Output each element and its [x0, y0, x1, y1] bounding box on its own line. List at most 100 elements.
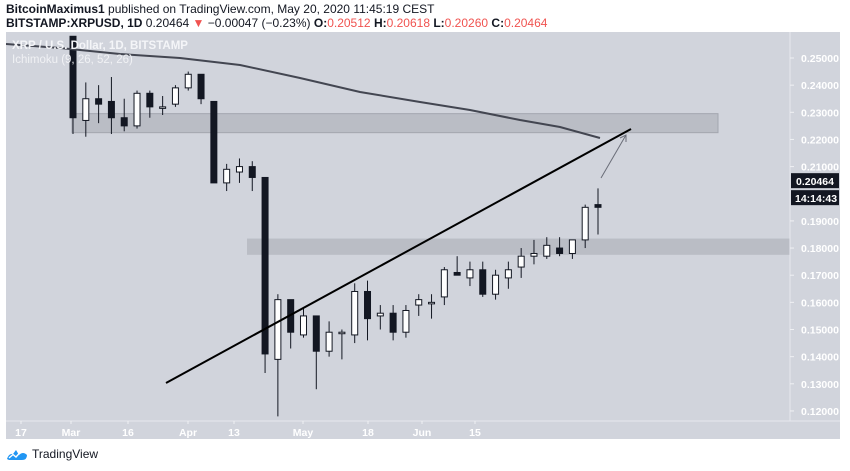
- candle: [325, 321, 333, 357]
- candle: [274, 294, 282, 417]
- zones-layer: [71, 113, 790, 255]
- tradingview-footer: TradingView: [6, 447, 98, 461]
- candle: [171, 85, 179, 107]
- candle: [440, 267, 448, 306]
- time-tick-label: 17: [15, 427, 27, 439]
- low-value: 0.20260: [444, 16, 489, 30]
- time-tick-label: Mar: [62, 427, 81, 439]
- tradingview-logo-icon: [7, 450, 27, 460]
- candle: [299, 307, 307, 338]
- candle: [428, 294, 436, 319]
- price-tick-label: 0.21000: [801, 162, 839, 174]
- publish-info: BitcoinMaximus1 published on TradingView…: [6, 2, 434, 16]
- candle: [402, 305, 410, 338]
- published-text: published on TradingView.com, May 20, 20…: [108, 2, 435, 16]
- moving-average-line: [5, 43, 601, 139]
- resistance-zone: [71, 113, 719, 134]
- chart-pane[interactable]: 0.25000 0.24000 0.23000 0.22000 0.21000 0.190…: [5, 32, 840, 439]
- candle: [530, 239, 538, 265]
- time-tick-label: 16: [122, 427, 134, 439]
- last-price: 0.20464: [145, 16, 190, 30]
- price-tick-label: 0.25000: [801, 53, 839, 65]
- candle: [312, 315, 320, 390]
- candle: [415, 294, 423, 316]
- price-tick-label: 0.19000: [801, 216, 839, 228]
- candle: [107, 77, 115, 135]
- price-tick-label: 0.15000: [801, 325, 839, 337]
- countdown-badge: [791, 190, 839, 206]
- price-tick-label: 0.16000: [801, 297, 839, 309]
- arrow-head-icon: [619, 134, 627, 142]
- author-name: BitcoinMaximus1: [6, 2, 105, 16]
- last-price-badge: [791, 173, 839, 189]
- symbol-ohlc-bar: BITSTAMP:XRPUSD, 1D 0.20464 ▼ −0.00047 (…: [6, 16, 547, 30]
- time-tick-label: 15: [469, 427, 481, 439]
- candle: [364, 280, 372, 341]
- candle: [210, 100, 218, 184]
- support-zone: [247, 238, 790, 255]
- high-label: H:: [373, 16, 387, 30]
- price-tick-label: 0.13000: [801, 379, 839, 391]
- candle: [556, 237, 564, 257]
- indicator-legend[interactable]: Ichimoku (9, 26, 52, 26): [12, 54, 133, 66]
- candle: [248, 161, 256, 192]
- tradingview-brand: TradingView: [32, 447, 99, 461]
- price-tick-label: 0.17000: [801, 270, 839, 282]
- candle: [376, 305, 384, 330]
- series-legend-title: XRP / U.S. Dollar, 1D, BITSTAMP: [12, 40, 188, 52]
- candle: [594, 188, 602, 235]
- price-tick-label: 0.12000: [801, 406, 839, 418]
- price-tick-label: 0.23000: [801, 107, 839, 119]
- candle: [338, 329, 346, 360]
- candle: [504, 261, 512, 289]
- candle: [479, 261, 487, 297]
- candle: [517, 248, 525, 278]
- open-value: 0.20512: [327, 16, 371, 30]
- candle: [581, 204, 589, 249]
- time-tick-label: Apr: [179, 427, 197, 439]
- price-tick-label: 0.22000: [801, 134, 839, 146]
- open-label: O:: [313, 16, 328, 30]
- symbol-label: BITSTAMP:XRPUSD, 1D: [6, 16, 143, 30]
- price-tick-label: 0.14000: [801, 352, 839, 364]
- candle: [466, 261, 474, 287]
- candle: [235, 158, 243, 183]
- price-tick-label: 0.24000: [801, 80, 839, 92]
- candle: [223, 163, 231, 192]
- candle: [95, 85, 103, 124]
- candle: [69, 35, 77, 135]
- candle: [184, 71, 192, 91]
- axes-layer: 0.25000 0.24000 0.23000 0.22000 0.21000 0.190…: [6, 32, 840, 439]
- candle: [146, 90, 154, 118]
- time-tick-label: 18: [362, 427, 374, 439]
- time-tick-label: Jun: [413, 427, 432, 439]
- candle: [568, 239, 576, 259]
- candle: [492, 269, 500, 300]
- candle: [351, 283, 359, 344]
- candle: [197, 73, 205, 105]
- low-label: L:: [433, 16, 445, 30]
- candle: [261, 176, 269, 373]
- price-change: −0.00047 (−0.23%): [207, 16, 311, 30]
- overlays-layer: [5, 43, 632, 384]
- close-value: 0.20464: [504, 16, 548, 30]
- time-tick-label: 13: [228, 427, 240, 439]
- candle: [453, 256, 461, 276]
- candle: [389, 305, 397, 341]
- down-arrow-icon: ▼: [192, 16, 205, 30]
- candle: [287, 299, 295, 349]
- candle: [133, 90, 141, 129]
- price-chart[interactable]: 0.25000 0.24000 0.23000 0.22000 0.21000 0.190…: [5, 32, 840, 439]
- price-tick-label: 0.18000: [801, 243, 839, 255]
- candle: [159, 96, 167, 116]
- candles-layer: [69, 35, 602, 417]
- time-tick-label: May: [293, 427, 314, 439]
- close-label: C:: [491, 16, 505, 30]
- candle: [120, 98, 128, 132]
- candle: [82, 82, 90, 137]
- candle: [543, 237, 551, 259]
- projection-arrow: [600, 134, 627, 179]
- high-value: 0.20618: [386, 16, 430, 30]
- last-price-label: 0.20464: [796, 176, 834, 188]
- ascending-trendline: [165, 128, 632, 384]
